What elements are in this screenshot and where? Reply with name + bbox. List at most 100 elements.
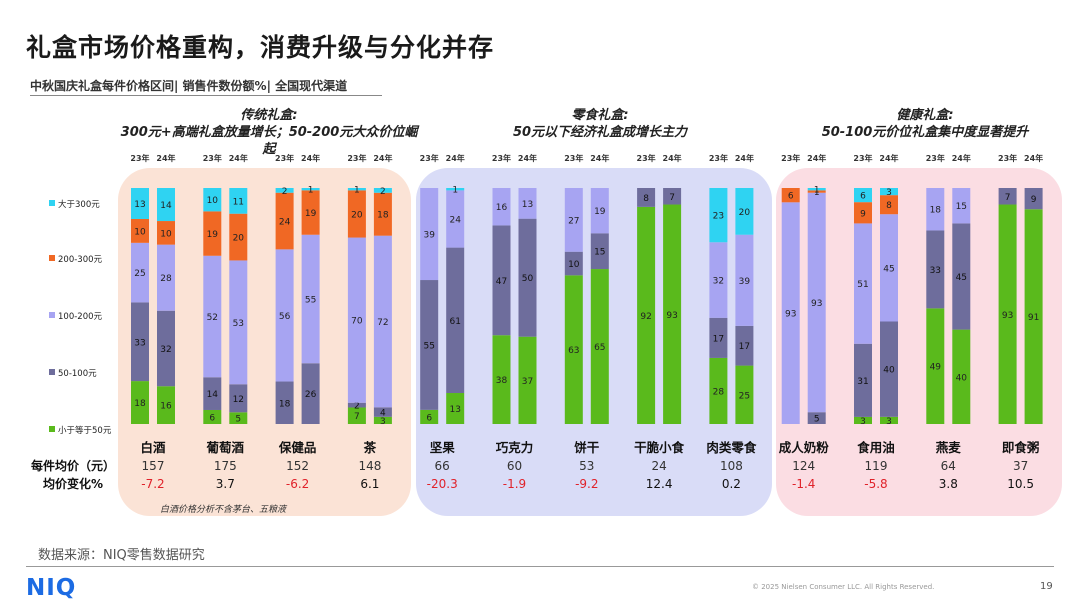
- bar-segment-100-200: [347, 237, 366, 403]
- bar-segment-200-300: [131, 218, 149, 243]
- bar-value: 7: [669, 193, 675, 203]
- avg-price-value: 124: [792, 459, 815, 473]
- bar-value: 13: [134, 200, 145, 210]
- avg-price-value: 148: [358, 459, 381, 473]
- bar-value: 10: [160, 229, 172, 239]
- group-snack-heading: 零食礼盒: 50元以下经济礼盒成增长主力: [440, 107, 760, 141]
- niq-logo: NIQ: [26, 575, 77, 601]
- bar-value: 28: [160, 274, 172, 284]
- bar-value: 31: [857, 377, 868, 387]
- bar-segment-gt300: [880, 188, 898, 196]
- legend-label: 50-100元: [58, 369, 97, 379]
- bar-segment-50-100: [275, 381, 294, 424]
- bar-value: 28: [713, 387, 725, 397]
- bar-segment-le50: [880, 416, 898, 424]
- bar-segment-100-200: [301, 234, 320, 364]
- bar-segment-50-100: [952, 223, 971, 330]
- bar-value: 70: [351, 317, 363, 327]
- bar-segment-le50: [492, 335, 511, 424]
- bar-segment-50-100: [998, 188, 1017, 205]
- bar-value: 91: [1028, 313, 1039, 323]
- bar-value: 93: [1002, 311, 1013, 321]
- bar-segment-50-100: [203, 377, 222, 410]
- avg-price-value: 64: [941, 459, 956, 473]
- bar-segment-le50: [420, 409, 439, 424]
- bar-value: 18: [134, 399, 146, 409]
- bar-value: 24: [279, 218, 291, 228]
- bar-value: 47: [496, 277, 507, 287]
- year-label: 23年: [853, 153, 872, 163]
- subtitle-underline: [30, 95, 382, 96]
- bar-value: 19: [207, 230, 219, 240]
- bar-segment-50-100: [373, 407, 392, 417]
- bar-segment-50-100: [637, 188, 656, 207]
- year-label: 24年: [301, 153, 320, 163]
- category-label: 即食粥: [1002, 440, 1040, 455]
- bar-segment-200-300: [275, 192, 294, 250]
- bar-value: 1: [814, 188, 820, 198]
- bar-value: 2: [282, 187, 288, 197]
- bar-segment-50-100: [880, 321, 898, 417]
- bar-value: 7: [354, 412, 360, 422]
- bar-segment-le50: [131, 381, 149, 424]
- bar-segment-le50: [709, 357, 728, 424]
- category-label: 饼干: [573, 440, 600, 455]
- avg-price-value: 119: [865, 459, 888, 473]
- avg-change-value: 0.2: [722, 477, 741, 491]
- bar-segment-100-200: [564, 188, 583, 252]
- bar-value: 6: [860, 192, 866, 202]
- year-label: 23年: [130, 153, 149, 163]
- bar-segment-gt300: [203, 188, 222, 212]
- bar-segment-200-300: [807, 190, 826, 193]
- year-label: 24年: [373, 153, 392, 163]
- bar-value: 10: [207, 196, 219, 206]
- bar-segment-200-300: [373, 192, 392, 236]
- legend-swatch: [49, 426, 55, 432]
- bar-segment-200-300: [203, 211, 222, 256]
- bar-value: 15: [594, 248, 605, 258]
- bar-segment-gt300: [854, 188, 872, 203]
- bar-value: 8: [886, 201, 892, 211]
- avg-change-value: -5.8: [864, 477, 887, 491]
- bar-segment-100-200: [420, 188, 439, 281]
- year-label: 23年: [998, 153, 1017, 163]
- avg-change-value: -20.3: [427, 477, 458, 491]
- avg-price-value: 37: [1013, 459, 1028, 473]
- year-label: 24年: [952, 153, 971, 163]
- bar-value: 93: [785, 310, 796, 320]
- bar-segment-100-200: [952, 188, 971, 224]
- bar-value: 6: [209, 413, 215, 423]
- bar-segment-gt300: [131, 188, 149, 219]
- bar-value: 18: [279, 399, 291, 409]
- year-label: 24年: [663, 153, 682, 163]
- year-label: 24年: [446, 153, 465, 163]
- group-health-title: 健康礼盒:: [896, 108, 954, 123]
- page-number: 19: [1040, 581, 1053, 592]
- year-label: 23年: [492, 153, 511, 163]
- year-label: 23年: [637, 153, 656, 163]
- year-label: 23年: [275, 153, 294, 163]
- avg-price-label: 每件均价（元）: [31, 458, 115, 473]
- year-label: 24年: [590, 153, 609, 163]
- bar-segment-50-100: [735, 325, 754, 366]
- year-label: 24年: [229, 153, 248, 163]
- bar-value: 3: [886, 188, 892, 198]
- category-label: 燕麦: [936, 440, 962, 455]
- bar-value: 16: [160, 402, 172, 412]
- bar-segment-50-100: [854, 343, 872, 417]
- page-title: 礼盒市场价格重构，消费升级与分化并存: [26, 33, 495, 62]
- bar-segment-50-100: [564, 251, 583, 276]
- year-label: 23年: [420, 153, 439, 163]
- bar-value: 18: [930, 206, 942, 216]
- bar-segment-le50: [637, 206, 656, 424]
- bar-segment-le50: [518, 336, 537, 424]
- legend-swatch: [49, 255, 55, 261]
- bar-value: 10: [568, 260, 580, 270]
- bar-segment-100-200: [446, 190, 465, 248]
- bar-segment-100-200: [781, 202, 800, 424]
- bar-value: 15: [956, 202, 967, 212]
- bar-segment-50-100: [590, 233, 609, 270]
- bar-value: 13: [522, 200, 533, 210]
- bar-value: 20: [233, 234, 245, 244]
- bar-segment-gt300: [275, 188, 294, 193]
